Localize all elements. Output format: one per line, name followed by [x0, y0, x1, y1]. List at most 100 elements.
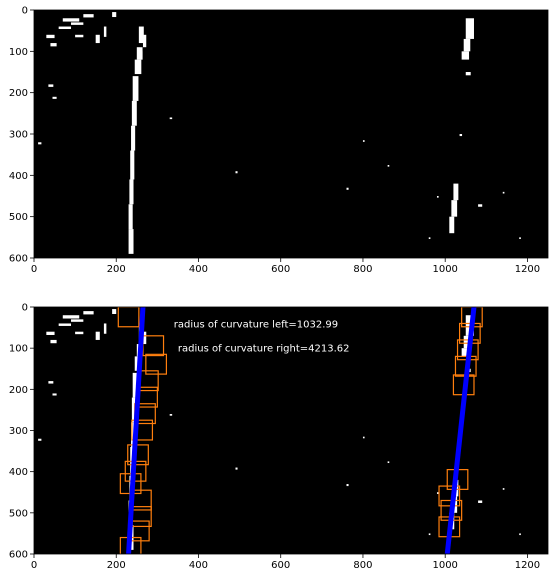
y-tick-label: 600 [9, 254, 28, 265]
left-curvature-annotation: radius of curvature left=1032.99 [174, 319, 338, 330]
lane-pixel-blob [62, 315, 80, 319]
y-tick-label: 0 [22, 6, 28, 17]
lane-pixel-blob [46, 34, 55, 39]
lane-pixel-blob [169, 117, 173, 120]
lane-pixel-blob [112, 12, 117, 18]
lane-pixel-blob [132, 372, 139, 398]
lane-pixel-blob [362, 140, 365, 142]
x-tick-label: 400 [189, 264, 208, 275]
lane-pixel-blob [71, 22, 84, 25]
y-tick-label: 200 [9, 385, 28, 396]
lane-pixel-blob [95, 331, 100, 340]
lane-pixel-blob [463, 335, 471, 349]
lane-pixel-blob [128, 229, 134, 254]
lane-pixel-blob [346, 187, 349, 190]
x-tick-label: 200 [107, 264, 126, 275]
lane-pixel-blob [142, 34, 147, 48]
lane-pixel-blob [502, 488, 505, 490]
lane-pixel-blob [387, 461, 390, 464]
x-tick-label: 1200 [515, 560, 540, 571]
y-tick-label: 100 [9, 344, 28, 355]
lane-pixel-blob [129, 179, 134, 205]
lane-pixel-blob [459, 134, 463, 137]
image-background [34, 10, 548, 258]
lane-pixel-blob [52, 393, 57, 396]
lane-pixel-blob [465, 72, 471, 76]
lane-pixel-blob [131, 125, 136, 151]
lane-pixel-blob [235, 171, 238, 174]
lane-pixel-blob [134, 59, 142, 75]
x-tick-label: 600 [271, 560, 290, 571]
y-tick-label: 200 [9, 88, 28, 99]
lane-pixel-blob [451, 200, 458, 217]
y-tick-label: 400 [9, 171, 28, 182]
x-tick-label: 400 [189, 560, 208, 571]
lane-pixel-blob [38, 142, 42, 145]
lane-pixel-blob [136, 47, 143, 60]
lane-pixel-blob [58, 26, 72, 30]
binary-lane-image-panel: 0 200 400 600 800 1000 1200 0 100 200 300 400 500 600 [9, 6, 549, 275]
y-tick-label: 100 [9, 47, 28, 58]
y-tick-label: 500 [9, 212, 28, 223]
lane-pixel-blob [128, 204, 133, 230]
lane-pixel-blob [75, 34, 84, 38]
lane-pixel-blob [48, 84, 54, 87]
lane-pixel-blob [478, 500, 483, 503]
image-content [38, 12, 521, 254]
x-tick-label: 200 [107, 560, 126, 571]
lane-pixel-blob [519, 533, 521, 536]
lane-pixel-blob [169, 414, 173, 416]
x-tick-label: 0 [31, 560, 37, 571]
x-tick-label: 1200 [515, 264, 540, 275]
lane-pixel-blob [362, 436, 365, 439]
lane-pixel-blob [138, 26, 144, 44]
y-tick-label: 300 [9, 426, 28, 437]
lane-pixel-blob [478, 204, 483, 207]
lane-pixel-blob [62, 18, 80, 22]
lane-pixel-blob [50, 339, 57, 344]
lane-pixel-blob [387, 165, 390, 167]
lane-pixel-blob [461, 51, 470, 60]
left-lane-fit-line [126, 307, 146, 554]
right-curvature-annotation: radius of curvature right=4213.62 [178, 343, 350, 354]
search-window [145, 353, 168, 375]
y-tick-label: 400 [9, 467, 28, 478]
y-tick-label: 0 [22, 303, 28, 314]
lane-pixel-blob [75, 331, 84, 335]
x-tick-label: 0 [31, 264, 37, 275]
y-tick-label: 600 [9, 550, 28, 561]
lane-pixel-blob [428, 533, 431, 536]
lane-pixel-blob [436, 492, 439, 494]
lane-pixel-blob [519, 237, 521, 239]
x-tick-label: 800 [353, 560, 372, 571]
x-tick-label: 800 [353, 264, 372, 275]
x-tick-label: 1000 [432, 264, 457, 275]
lane-pixel-blob [453, 183, 459, 201]
lane-pixel-blob [48, 381, 54, 384]
right-lane-fit-line [444, 307, 477, 554]
lane-pixel-blob [132, 76, 139, 101]
lane-pixel-blob [83, 14, 94, 18]
lane-pixel-blob [428, 237, 431, 239]
lane-pixel-blob [235, 467, 238, 470]
lane-pixel-blob [130, 150, 135, 180]
lane-pixel-blob [346, 484, 349, 487]
lane-pixel-blob [58, 323, 72, 326]
lane-pixel-blob [46, 331, 55, 335]
sliding-window-fit-panel: radius of curvature left=1032.99 radius o… [9, 303, 549, 571]
lane-pixel-blob [449, 216, 455, 234]
image-content [38, 307, 521, 554]
lane-pixel-blob [50, 43, 57, 47]
search-window [131, 419, 154, 441]
lane-pixel-blob [71, 319, 84, 322]
y-tick-label: 300 [9, 130, 28, 141]
lane-pixel-blob [52, 96, 57, 99]
lane-pixel-blob [140, 51, 143, 60]
lane-pixel-blob [95, 34, 100, 44]
lane-pixel-blob [465, 18, 474, 39]
search-window [438, 485, 461, 507]
search-window [127, 444, 149, 466]
lane-pixel-blob [103, 26, 107, 37]
lane-pixel-blob [436, 196, 439, 198]
